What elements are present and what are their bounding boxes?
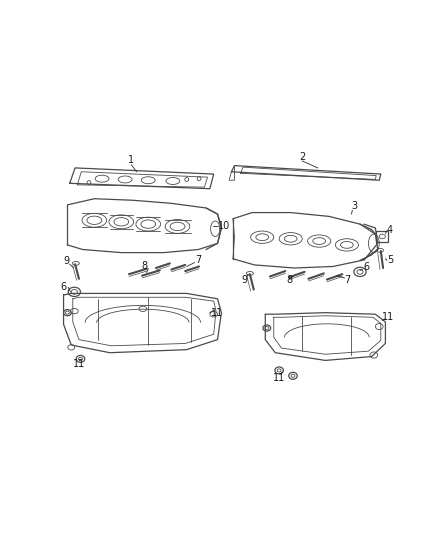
Text: 4: 4 (387, 224, 393, 235)
Text: 11: 11 (212, 308, 224, 318)
Text: 11: 11 (273, 373, 285, 383)
Text: 9: 9 (64, 256, 70, 266)
Text: 8: 8 (286, 274, 292, 285)
Text: 3: 3 (352, 201, 358, 212)
Text: 11: 11 (382, 311, 395, 321)
Text: 8: 8 (141, 262, 148, 271)
Text: 6: 6 (364, 262, 370, 272)
Text: 10: 10 (218, 221, 230, 231)
Text: 6: 6 (60, 282, 67, 292)
Text: 11: 11 (73, 359, 85, 369)
Text: 2: 2 (299, 152, 305, 162)
Text: 7: 7 (344, 276, 350, 285)
Text: 7: 7 (195, 255, 201, 264)
Text: 1: 1 (128, 155, 134, 165)
Text: 9: 9 (241, 274, 247, 285)
Text: 5: 5 (387, 255, 393, 265)
